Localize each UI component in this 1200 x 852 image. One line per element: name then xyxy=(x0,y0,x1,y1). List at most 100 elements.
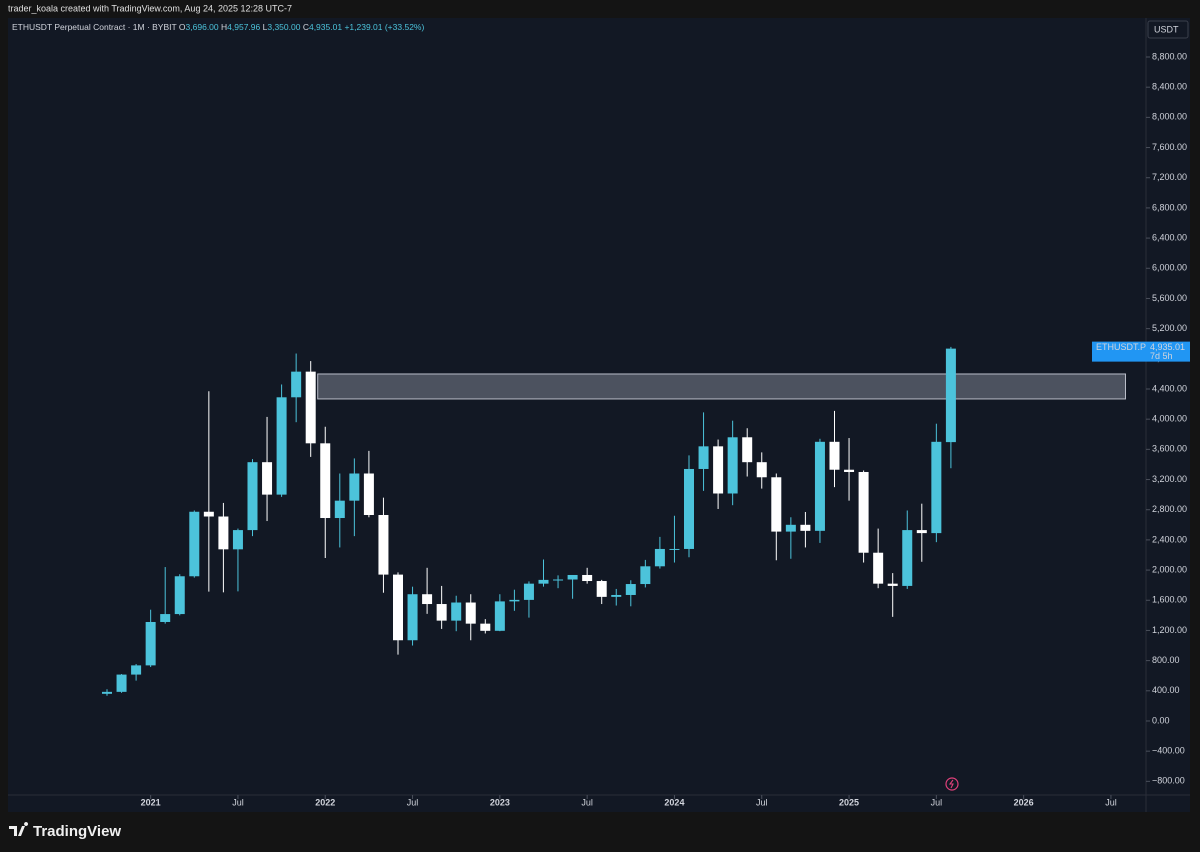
candle-body xyxy=(727,437,738,494)
candle xyxy=(102,689,112,696)
candle-body xyxy=(102,691,112,694)
candle-body xyxy=(160,614,171,622)
candle-body xyxy=(698,446,709,469)
candle xyxy=(800,511,811,548)
y-tick-label: 5,200.00 xyxy=(1152,323,1187,333)
x-tick-label: 2026 xyxy=(1014,797,1034,807)
candle xyxy=(247,459,258,537)
legend-h: 4,957.96 xyxy=(227,22,260,32)
x-tick-label: Jul xyxy=(756,797,768,807)
candle-body xyxy=(334,500,345,519)
y-tick-label: 1,200.00 xyxy=(1152,625,1187,635)
y-tick-label: −400.00 xyxy=(1152,746,1185,756)
legend-symbol: ETHUSDT Perpetual Contract · 1M · BYBIT xyxy=(12,22,177,32)
candle xyxy=(611,588,622,606)
price-label-price: 4,935.01 xyxy=(1150,342,1185,352)
candle-body xyxy=(945,348,956,443)
candle xyxy=(523,581,534,618)
candle-body xyxy=(378,514,389,575)
candle xyxy=(553,575,564,589)
candle xyxy=(916,503,927,562)
candle xyxy=(436,585,447,629)
candle xyxy=(116,674,127,693)
candle-body xyxy=(814,441,825,531)
candle-body xyxy=(873,552,884,584)
legend-h-key: H xyxy=(221,22,227,32)
x-tick-label: Jul xyxy=(1105,797,1117,807)
candle xyxy=(494,594,505,632)
candle xyxy=(814,438,825,543)
y-tick-label: 8,000.00 xyxy=(1152,112,1187,122)
candle xyxy=(785,517,796,559)
x-tick-label: 2023 xyxy=(490,797,510,807)
credit: trader_koala created with TradingView.co… xyxy=(8,3,292,13)
y-tick-label: 800.00 xyxy=(1152,655,1180,665)
candle-body xyxy=(553,579,564,581)
candle-body xyxy=(785,524,796,532)
candle xyxy=(189,510,200,578)
candle-body xyxy=(262,462,273,495)
candle xyxy=(654,536,665,569)
resistance-zone xyxy=(317,373,1126,400)
candle xyxy=(567,574,578,599)
price-label-countdown: 7d 5h xyxy=(1150,351,1173,361)
y-tick-label: 6,000.00 xyxy=(1152,263,1187,273)
y-tick-label: 5,600.00 xyxy=(1152,293,1187,303)
candle-body xyxy=(363,473,374,515)
candle xyxy=(218,502,229,593)
candle-body xyxy=(291,371,302,398)
y-tick-label: 2,800.00 xyxy=(1152,504,1187,514)
y-tick-label: 3,600.00 xyxy=(1152,444,1187,454)
candle xyxy=(727,420,738,506)
candle xyxy=(887,573,898,617)
price-label-symbol: ETHUSDT.P xyxy=(1096,342,1146,352)
candle-body xyxy=(742,437,753,463)
candle xyxy=(393,572,403,655)
candle xyxy=(582,567,593,584)
candle xyxy=(640,559,651,588)
candle xyxy=(160,567,171,624)
candle-body xyxy=(902,530,913,586)
y-tick-label: 8,400.00 xyxy=(1152,82,1187,92)
candle xyxy=(320,426,331,559)
candle xyxy=(305,361,316,457)
candle-body xyxy=(800,524,811,531)
candle xyxy=(902,510,913,589)
candle-body xyxy=(931,441,942,534)
candle-body xyxy=(451,602,462,621)
candle xyxy=(669,515,680,563)
candle-body xyxy=(756,462,767,478)
candle-body xyxy=(858,471,869,553)
candle xyxy=(596,579,607,605)
candle-body xyxy=(116,674,127,692)
candle xyxy=(407,586,418,646)
candle-body xyxy=(596,581,607,597)
candle-body xyxy=(480,623,491,631)
candle-body xyxy=(654,548,665,567)
candle-body xyxy=(189,511,200,577)
unit-box xyxy=(1147,20,1189,39)
candle-body xyxy=(203,511,214,517)
candle xyxy=(276,384,287,497)
candle xyxy=(625,580,636,607)
x-tick-label: 2021 xyxy=(141,797,161,807)
x-tick-label: Jul xyxy=(407,797,419,807)
candle-body xyxy=(349,473,360,501)
y-tick-label: 2,400.00 xyxy=(1152,534,1187,544)
candle-body xyxy=(509,599,520,602)
candle xyxy=(378,497,389,593)
y-tick-label: 4,400.00 xyxy=(1152,383,1187,393)
candle-body xyxy=(247,462,258,531)
candle xyxy=(713,439,724,509)
candle-body xyxy=(771,477,782,532)
candle xyxy=(684,455,694,558)
candle xyxy=(509,589,520,611)
candle xyxy=(203,391,214,592)
candle-body xyxy=(625,584,636,595)
y-tick-label: 4,000.00 xyxy=(1152,414,1187,424)
candle-body xyxy=(582,574,593,582)
candle-body xyxy=(640,566,651,585)
candle-body xyxy=(320,443,331,519)
x-tick-label: Jul xyxy=(581,797,593,807)
